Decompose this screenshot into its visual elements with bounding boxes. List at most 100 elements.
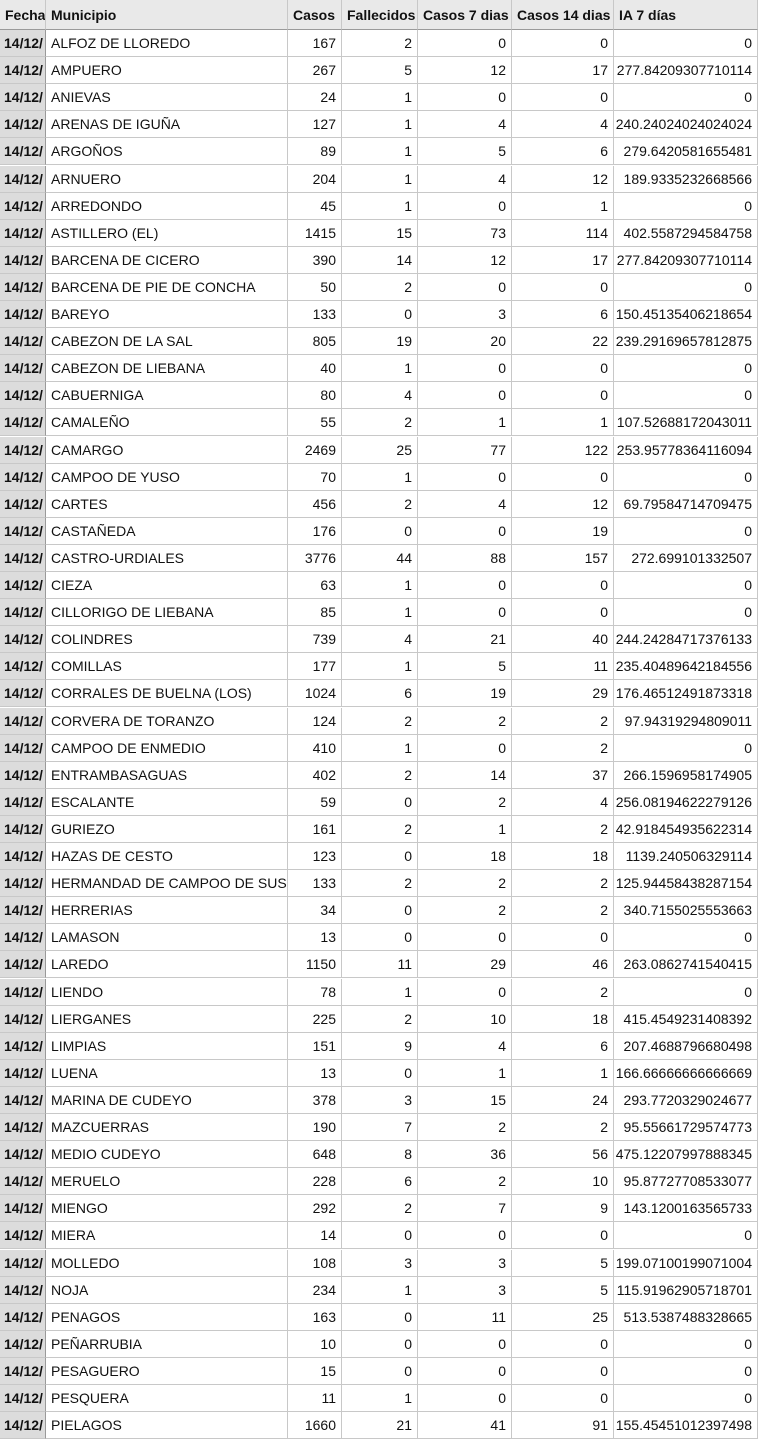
ia-7-days-cell: 0	[614, 572, 758, 600]
ia-7-days-cell: 207.4688796680498	[614, 1032, 758, 1060]
cases-14-days-cell: 22	[512, 328, 614, 356]
cases-cell: 292	[288, 1195, 342, 1223]
cases-7-days-cell: 2	[418, 707, 512, 735]
ia-7-days-cell: 279.6420581655481	[614, 138, 758, 166]
cases-7-days-cell: 77	[418, 436, 512, 464]
cases-14-days-cell: 19	[512, 517, 614, 545]
cases-7-days-cell: 5	[418, 653, 512, 681]
municipality-cell: LAREDO	[46, 951, 288, 979]
deaths-cell: 1	[342, 978, 418, 1006]
column-header: Municipio	[46, 0, 288, 30]
date-cell: 14/12/	[0, 1330, 46, 1358]
deaths-cell: 11	[342, 951, 418, 979]
date-cell: 14/12/	[0, 219, 46, 247]
cases-cell: 50	[288, 273, 342, 301]
cases-cell: 1415	[288, 219, 342, 247]
cases-7-days-cell: 10	[418, 1005, 512, 1033]
cases-cell: 13	[288, 924, 342, 952]
municipality-cell: HERRERIAS	[46, 897, 288, 925]
cases-14-days-cell: 10	[512, 1168, 614, 1196]
deaths-cell: 2	[342, 707, 418, 735]
ia-7-days-cell: 143.1200163565733	[614, 1195, 758, 1223]
cases-7-days-cell: 0	[418, 382, 512, 410]
deaths-cell: 1	[342, 599, 418, 627]
cases-cell: 3776	[288, 544, 342, 572]
date-cell: 14/12/	[0, 1412, 46, 1440]
ia-7-days-cell: 95.87727708533077	[614, 1168, 758, 1196]
date-cell: 14/12/	[0, 843, 46, 871]
ia-7-days-cell: 0	[614, 463, 758, 491]
deaths-cell: 0	[342, 1357, 418, 1385]
cases-14-days-cell: 5	[512, 1276, 614, 1304]
municipality-cell: CABUERNIGA	[46, 382, 288, 410]
cases-cell: 225	[288, 1005, 342, 1033]
date-cell: 14/12/	[0, 924, 46, 952]
cases-cell: 456	[288, 490, 342, 518]
date-cell: 14/12/	[0, 734, 46, 762]
cases-14-days-cell: 0	[512, 1330, 614, 1358]
date-cell: 14/12/	[0, 1357, 46, 1385]
deaths-cell: 2	[342, 409, 418, 437]
cases-cell: 34	[288, 897, 342, 925]
municipality-cell: CAMPOO DE ENMEDIO	[46, 734, 288, 762]
deaths-cell: 2	[342, 1195, 418, 1223]
cases-14-days-cell: 0	[512, 599, 614, 627]
ia-7-days-cell: 166.66666666666669	[614, 1059, 758, 1087]
date-cell: 14/12/	[0, 599, 46, 627]
municipality-cell: ALFOZ DE LLOREDO	[46, 30, 288, 58]
cases-cell: 1660	[288, 1412, 342, 1440]
date-cell: 14/12/	[0, 1195, 46, 1223]
ia-7-days-cell: 0	[614, 734, 758, 762]
date-cell: 14/12/	[0, 273, 46, 301]
cases-cell: 124	[288, 707, 342, 735]
date-cell: 14/12/	[0, 761, 46, 789]
deaths-cell: 0	[342, 1303, 418, 1331]
ia-7-days-cell: 0	[614, 978, 758, 1006]
date-cell: 14/12/	[0, 815, 46, 843]
cases-14-days-cell: 12	[512, 165, 614, 193]
cases-7-days-cell: 2	[418, 1168, 512, 1196]
municipality-cell: HERMANDAD DE CAMPOO DE SUSO	[46, 870, 288, 898]
cases-7-days-cell: 0	[418, 978, 512, 1006]
municipality-cell: CASTRO-URDIALES	[46, 544, 288, 572]
cases-7-days-cell: 4	[418, 165, 512, 193]
deaths-cell: 0	[342, 924, 418, 952]
municipality-cell: BARCENA DE PIE DE CONCHA	[46, 273, 288, 301]
municipality-cell: CAMALEÑO	[46, 409, 288, 437]
cases-7-days-cell: 36	[418, 1141, 512, 1169]
ia-7-days-cell: 0	[614, 1385, 758, 1413]
date-cell: 14/12/	[0, 788, 46, 816]
ia-7-days-cell: 0	[614, 924, 758, 952]
cases-14-days-cell: 91	[512, 1412, 614, 1440]
cases-cell: 45	[288, 192, 342, 220]
cases-7-days-cell: 2	[418, 788, 512, 816]
municipality-cell: BARCENA DE CICERO	[46, 246, 288, 274]
cases-14-days-cell: 1	[512, 192, 614, 220]
municipality-cell: CORVERA DE TORANZO	[46, 707, 288, 735]
deaths-cell: 1	[342, 355, 418, 383]
cases-14-days-cell: 17	[512, 246, 614, 274]
deaths-cell: 2	[342, 761, 418, 789]
cases-14-days-cell: 2	[512, 734, 614, 762]
ia-7-days-cell: 239.29169657812875	[614, 328, 758, 356]
cases-7-days-cell: 0	[418, 84, 512, 112]
cases-14-days-cell: 1	[512, 409, 614, 437]
municipality-cell: COLINDRES	[46, 626, 288, 654]
date-cell: 14/12/	[0, 111, 46, 139]
municipality-cell: PEÑARRUBIA	[46, 1330, 288, 1358]
cases-14-days-cell: 0	[512, 84, 614, 112]
cases-7-days-cell: 0	[418, 599, 512, 627]
cases-7-days-cell: 0	[418, 463, 512, 491]
ia-7-days-cell: 0	[614, 84, 758, 112]
cases-cell: 59	[288, 788, 342, 816]
cases-7-days-cell: 73	[418, 219, 512, 247]
deaths-cell: 2	[342, 870, 418, 898]
cases-cell: 78	[288, 978, 342, 1006]
cases-cell: 390	[288, 246, 342, 274]
deaths-cell: 0	[342, 897, 418, 925]
municipality-cell: MOLLEDO	[46, 1249, 288, 1277]
cases-14-days-cell: 157	[512, 544, 614, 572]
date-cell: 14/12/	[0, 328, 46, 356]
cases-7-days-cell: 0	[418, 1357, 512, 1385]
ia-7-days-cell: 244.24284717376133	[614, 626, 758, 654]
